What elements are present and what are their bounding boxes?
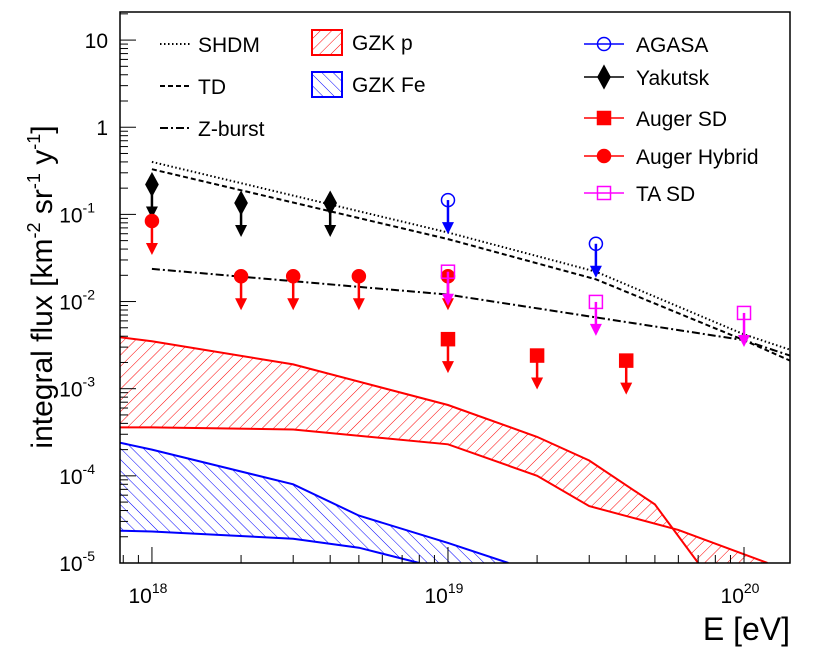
marker <box>233 269 249 284</box>
y-tick-label-exponent: -2 <box>83 287 96 303</box>
y-tick-label-base: 10 <box>59 292 82 315</box>
legend-label: GZK p <box>352 32 413 55</box>
y-tick-label-base: 10 <box>59 553 82 576</box>
legend-label: Auger SD <box>636 108 727 131</box>
y-label-part: integral flux [km <box>26 238 59 448</box>
x-axis-label: E [eV] <box>703 611 790 647</box>
model-line <box>151 168 790 362</box>
limit-arrowhead <box>235 298 248 311</box>
x-tick-label-exponent: 20 <box>744 580 760 596</box>
marker <box>588 236 604 252</box>
legend-label: AGASA <box>636 34 708 57</box>
y-label-part: sr <box>26 189 59 222</box>
band-edge <box>120 336 700 563</box>
limit-arrowhead <box>589 323 602 336</box>
limit-arrowhead <box>441 361 454 374</box>
marker <box>440 264 456 279</box>
limit-arrowhead <box>287 298 300 311</box>
marker <box>618 353 634 368</box>
limit-arrowhead <box>352 298 365 311</box>
x-tick-label: 1018 <box>128 580 167 608</box>
band-edge <box>120 529 420 563</box>
legend-swatch <box>311 29 343 56</box>
legend-label: TD <box>198 76 226 99</box>
limit-arrowhead <box>145 206 158 219</box>
limit-arrowhead <box>738 334 751 347</box>
x-tick-label-base: 10 <box>425 585 448 608</box>
y-tick-label-exponent: -5 <box>83 548 96 564</box>
y-tick-label: 10-3 <box>59 374 95 402</box>
limit-arrowhead <box>441 222 454 235</box>
legend-label: Auger Hybrid <box>636 146 759 169</box>
band-fill <box>120 337 768 563</box>
legend-marker <box>597 64 611 90</box>
x-tick-label-base: 10 <box>721 585 744 608</box>
y-tick-label-base: 10 <box>59 466 82 489</box>
marker <box>144 213 160 229</box>
y-tick-label: 10-2 <box>59 287 95 315</box>
band-fill <box>120 442 509 563</box>
y-axis-label: integral flux [km-2 sr-1 y-1] <box>24 125 59 448</box>
y-label-superscript: -1 <box>24 173 44 189</box>
legend-marker <box>596 36 612 52</box>
marker <box>285 269 301 284</box>
marker <box>145 171 159 198</box>
y-label-part: y <box>26 150 59 173</box>
y-tick-label-exponent: -4 <box>83 461 96 477</box>
y-label-part: ] <box>26 125 59 133</box>
limit-arrowhead <box>145 242 158 255</box>
limit-arrowhead <box>620 382 633 395</box>
marker <box>351 269 367 284</box>
model-line <box>151 267 790 357</box>
legend-swatch <box>311 71 343 98</box>
y-tick-label-exponent: -1 <box>83 199 96 215</box>
legend-label: Yakutsk <box>636 67 710 90</box>
legend-marker <box>596 110 612 126</box>
y-tick-label: 10-1 <box>59 199 95 227</box>
y-label-superscript: -2 <box>24 222 44 238</box>
band-edge <box>120 426 768 563</box>
y-tick-label-exponent: -3 <box>83 374 96 390</box>
limit-arrowhead <box>324 225 337 238</box>
y-tick-label-base: 10 <box>59 204 82 227</box>
legend-label: GZK Fe <box>352 74 426 97</box>
y-tick-label-base: 10 <box>59 379 82 402</box>
x-tick-label-base: 10 <box>128 585 151 608</box>
x-tick-label-exponent: 18 <box>152 580 168 596</box>
marker <box>440 192 456 208</box>
band-edge <box>120 441 509 563</box>
legend-label: SHDM <box>198 34 260 57</box>
y-label-superscript: -1 <box>24 134 44 150</box>
y-tick-label: 10 <box>85 30 108 53</box>
marker <box>323 190 338 216</box>
plot-frame <box>119 11 791 564</box>
marker <box>234 190 248 216</box>
x-tick-label: 1020 <box>721 580 760 608</box>
marker <box>529 348 545 363</box>
legend-marker <box>596 148 612 164</box>
x-tick-label: 1019 <box>425 580 464 608</box>
plot-area <box>120 160 790 563</box>
y-tick-label: 1 <box>96 117 108 140</box>
marker <box>588 294 604 310</box>
x-tick-label-exponent: 19 <box>448 580 464 596</box>
marker <box>440 331 456 347</box>
y-tick-label: 10-5 <box>59 548 95 576</box>
limit-arrowhead <box>589 265 602 278</box>
limit-arrowhead <box>531 377 544 390</box>
legend-label: Z-burst <box>198 118 265 141</box>
marker <box>736 305 752 321</box>
legend-marker <box>596 185 612 201</box>
limit-arrowhead <box>441 293 454 306</box>
y-tick-label: 10-4 <box>59 461 95 489</box>
legend-label: TA SD <box>636 183 695 206</box>
limit-arrowhead <box>235 225 248 238</box>
